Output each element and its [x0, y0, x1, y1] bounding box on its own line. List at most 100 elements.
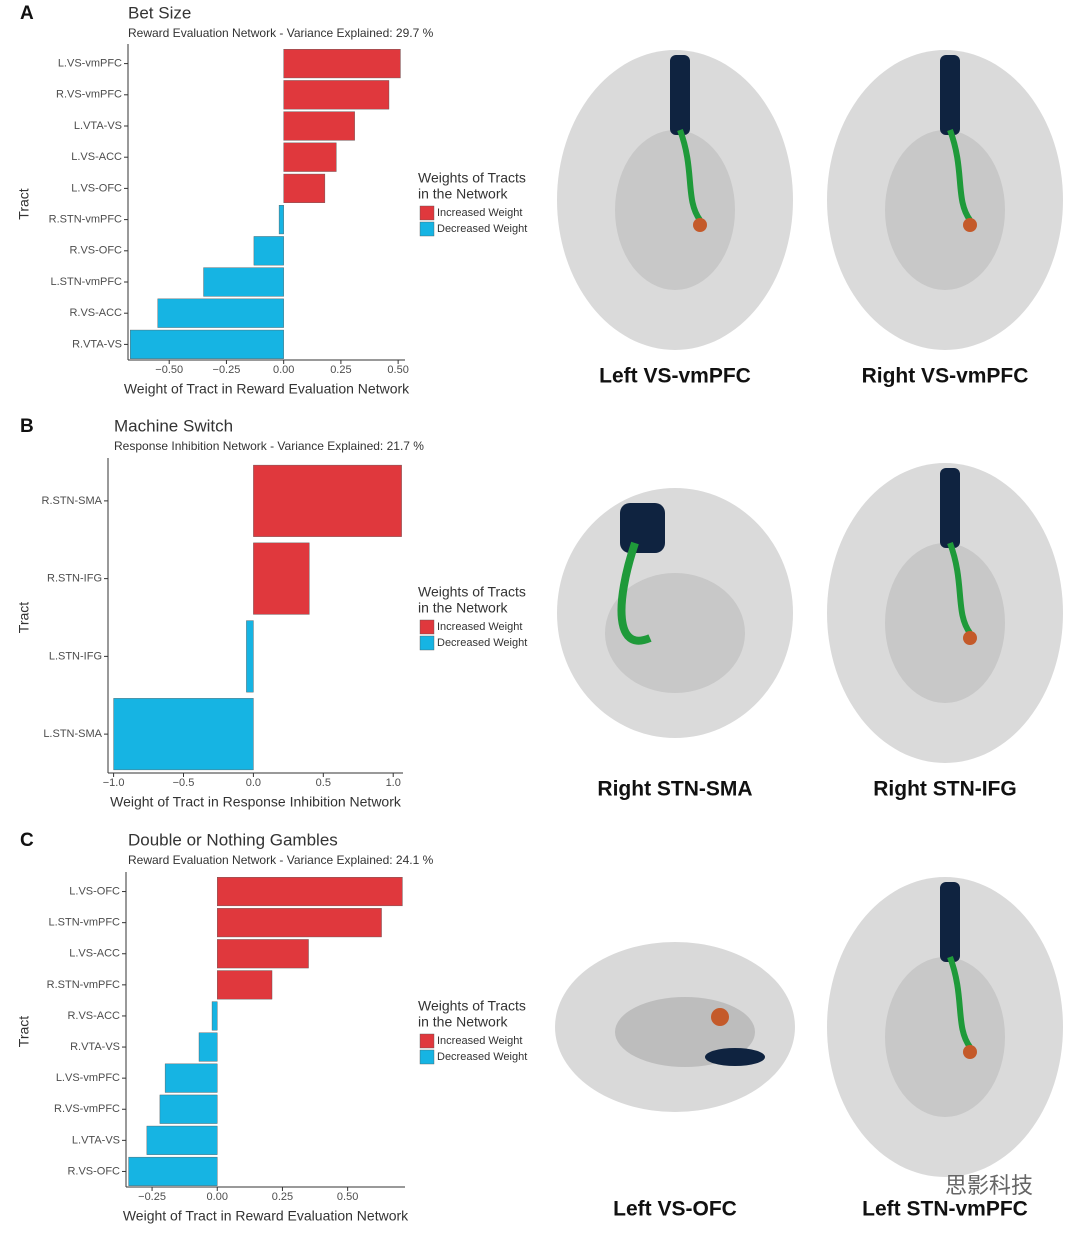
- image-caption: Right STN-SMA: [597, 778, 752, 801]
- panel-label: C: [20, 830, 34, 851]
- y-tick-label: R.VTA-VS: [72, 338, 122, 350]
- y-tick-label: L.VS-ACC: [69, 948, 120, 960]
- bar: [283, 49, 401, 79]
- bar: [283, 142, 337, 172]
- legend-title: in the Network: [418, 1014, 508, 1030]
- y-axis-label: Tract: [16, 602, 32, 633]
- legend-title: Weights of Tracts: [418, 998, 526, 1014]
- legend-label: Decreased Weight: [437, 223, 527, 235]
- tract-highlight: [711, 1008, 729, 1026]
- panel-label: A: [20, 3, 34, 24]
- bar: [283, 80, 390, 110]
- legend-swatch: [419, 1033, 435, 1049]
- tract-highlight: [940, 55, 960, 135]
- bar: [253, 236, 284, 266]
- legend-label: Increased Weight: [437, 1035, 522, 1047]
- x-tick-label: −0.50: [155, 364, 183, 376]
- x-tick-label: −0.25: [213, 364, 241, 376]
- bar: [203, 267, 284, 297]
- y-axis-label: Tract: [16, 1016, 32, 1047]
- panel-label: B: [20, 416, 34, 437]
- bar: [246, 620, 254, 693]
- legend-title: in the Network: [418, 186, 508, 202]
- chart-title: Machine Switch: [114, 416, 233, 435]
- x-tick-label: 0.25: [330, 364, 351, 376]
- bar: [253, 542, 310, 615]
- y-axis-label: Tract: [16, 188, 32, 219]
- tract-highlight: [693, 218, 707, 232]
- legend-label: Increased Weight: [437, 621, 522, 633]
- y-tick-label: R.STN-IFG: [47, 573, 102, 585]
- y-tick-label: R.STN-SMA: [42, 495, 103, 507]
- x-axis-label: Weight of Tract in Response Inhibition N…: [110, 794, 402, 810]
- chart-title: Bet Size: [128, 3, 191, 22]
- tract-highlight: [963, 631, 977, 645]
- x-tick-label: 0.50: [387, 364, 408, 376]
- bar: [278, 205, 284, 235]
- tract-highlight: [940, 468, 960, 548]
- bar: [113, 698, 254, 771]
- x-axis-label: Weight of Tract in Reward Evaluation Net…: [123, 1208, 409, 1224]
- y-tick-label: L.VTA-VS: [72, 1134, 120, 1146]
- brain-detail: [885, 957, 1005, 1117]
- legend-title: in the Network: [418, 600, 508, 616]
- y-tick-label: R.VS-vmPFC: [56, 89, 122, 101]
- y-tick-label: R.VS-vmPFC: [54, 1103, 120, 1115]
- y-tick-label: L.VS-OFC: [69, 885, 120, 897]
- x-tick-label: 0.0: [246, 777, 261, 789]
- legend-label: Decreased Weight: [437, 1051, 527, 1063]
- y-tick-label: R.VTA-VS: [70, 1041, 120, 1053]
- y-tick-label: R.VS-ACC: [67, 1010, 120, 1022]
- y-tick-label: L.STN-IFG: [49, 650, 102, 662]
- x-tick-label: 0.00: [273, 364, 294, 376]
- chart-subtitle: Response Inhibition Network - Variance E…: [114, 439, 424, 453]
- x-tick-label: 0.25: [272, 1191, 293, 1203]
- legend-swatch: [419, 221, 435, 237]
- legend-swatch: [419, 205, 435, 221]
- legend-label: Decreased Weight: [437, 637, 527, 649]
- y-tick-label: R.VS-OFC: [69, 245, 122, 257]
- x-tick-label: 0.5: [316, 777, 331, 789]
- y-tick-label: R.VS-ACC: [69, 307, 122, 319]
- bar: [164, 1063, 218, 1093]
- chart-subtitle: Reward Evaluation Network - Variance Exp…: [128, 26, 434, 40]
- bar: [217, 939, 309, 969]
- bar: [157, 298, 284, 328]
- image-caption: Left VS-vmPFC: [599, 365, 751, 388]
- y-tick-label: L.VS-vmPFC: [58, 58, 122, 70]
- bar: [253, 464, 402, 537]
- y-tick-label: L.STN-vmPFC: [51, 276, 123, 288]
- tract-fibers: [947, 955, 973, 1049]
- tract-fibers: [947, 541, 973, 635]
- x-tick-label: 0.50: [337, 1191, 358, 1203]
- bar: [217, 970, 273, 1000]
- y-tick-label: L.VTA-VS: [74, 120, 122, 132]
- tract-highlight: [963, 1045, 977, 1059]
- bar: [146, 1125, 218, 1155]
- legend-swatch: [419, 1049, 435, 1065]
- chart-title: Double or Nothing Gambles: [128, 830, 338, 849]
- tract-fibers: [947, 128, 973, 222]
- y-tick-label: L.VS-ACC: [71, 151, 122, 163]
- legend-swatch: [419, 635, 435, 651]
- y-tick-label: L.STN-vmPFC: [49, 917, 121, 929]
- legend-title: Weights of Tracts: [418, 584, 526, 600]
- legend-label: Increased Weight: [437, 207, 522, 219]
- tract-fibers: [617, 541, 652, 645]
- watermark: 思影科技: [945, 1173, 1033, 1198]
- x-tick-label: −0.25: [138, 1191, 166, 1203]
- image-caption: Right STN-IFG: [873, 778, 1016, 801]
- x-tick-label: −0.5: [173, 777, 195, 789]
- brain-detail: [885, 130, 1005, 290]
- y-tick-label: L.STN-SMA: [43, 728, 102, 740]
- bar: [128, 1156, 218, 1186]
- x-tick-label: 0.00: [207, 1191, 228, 1203]
- bar: [283, 111, 355, 141]
- brain-detail: [885, 543, 1005, 703]
- brain-detail: [615, 130, 735, 290]
- tract-highlight: [940, 882, 960, 962]
- y-tick-label: L.VS-OFC: [71, 182, 122, 194]
- x-axis-label: Weight of Tract in Reward Evaluation Net…: [124, 381, 410, 397]
- bar: [211, 1001, 218, 1031]
